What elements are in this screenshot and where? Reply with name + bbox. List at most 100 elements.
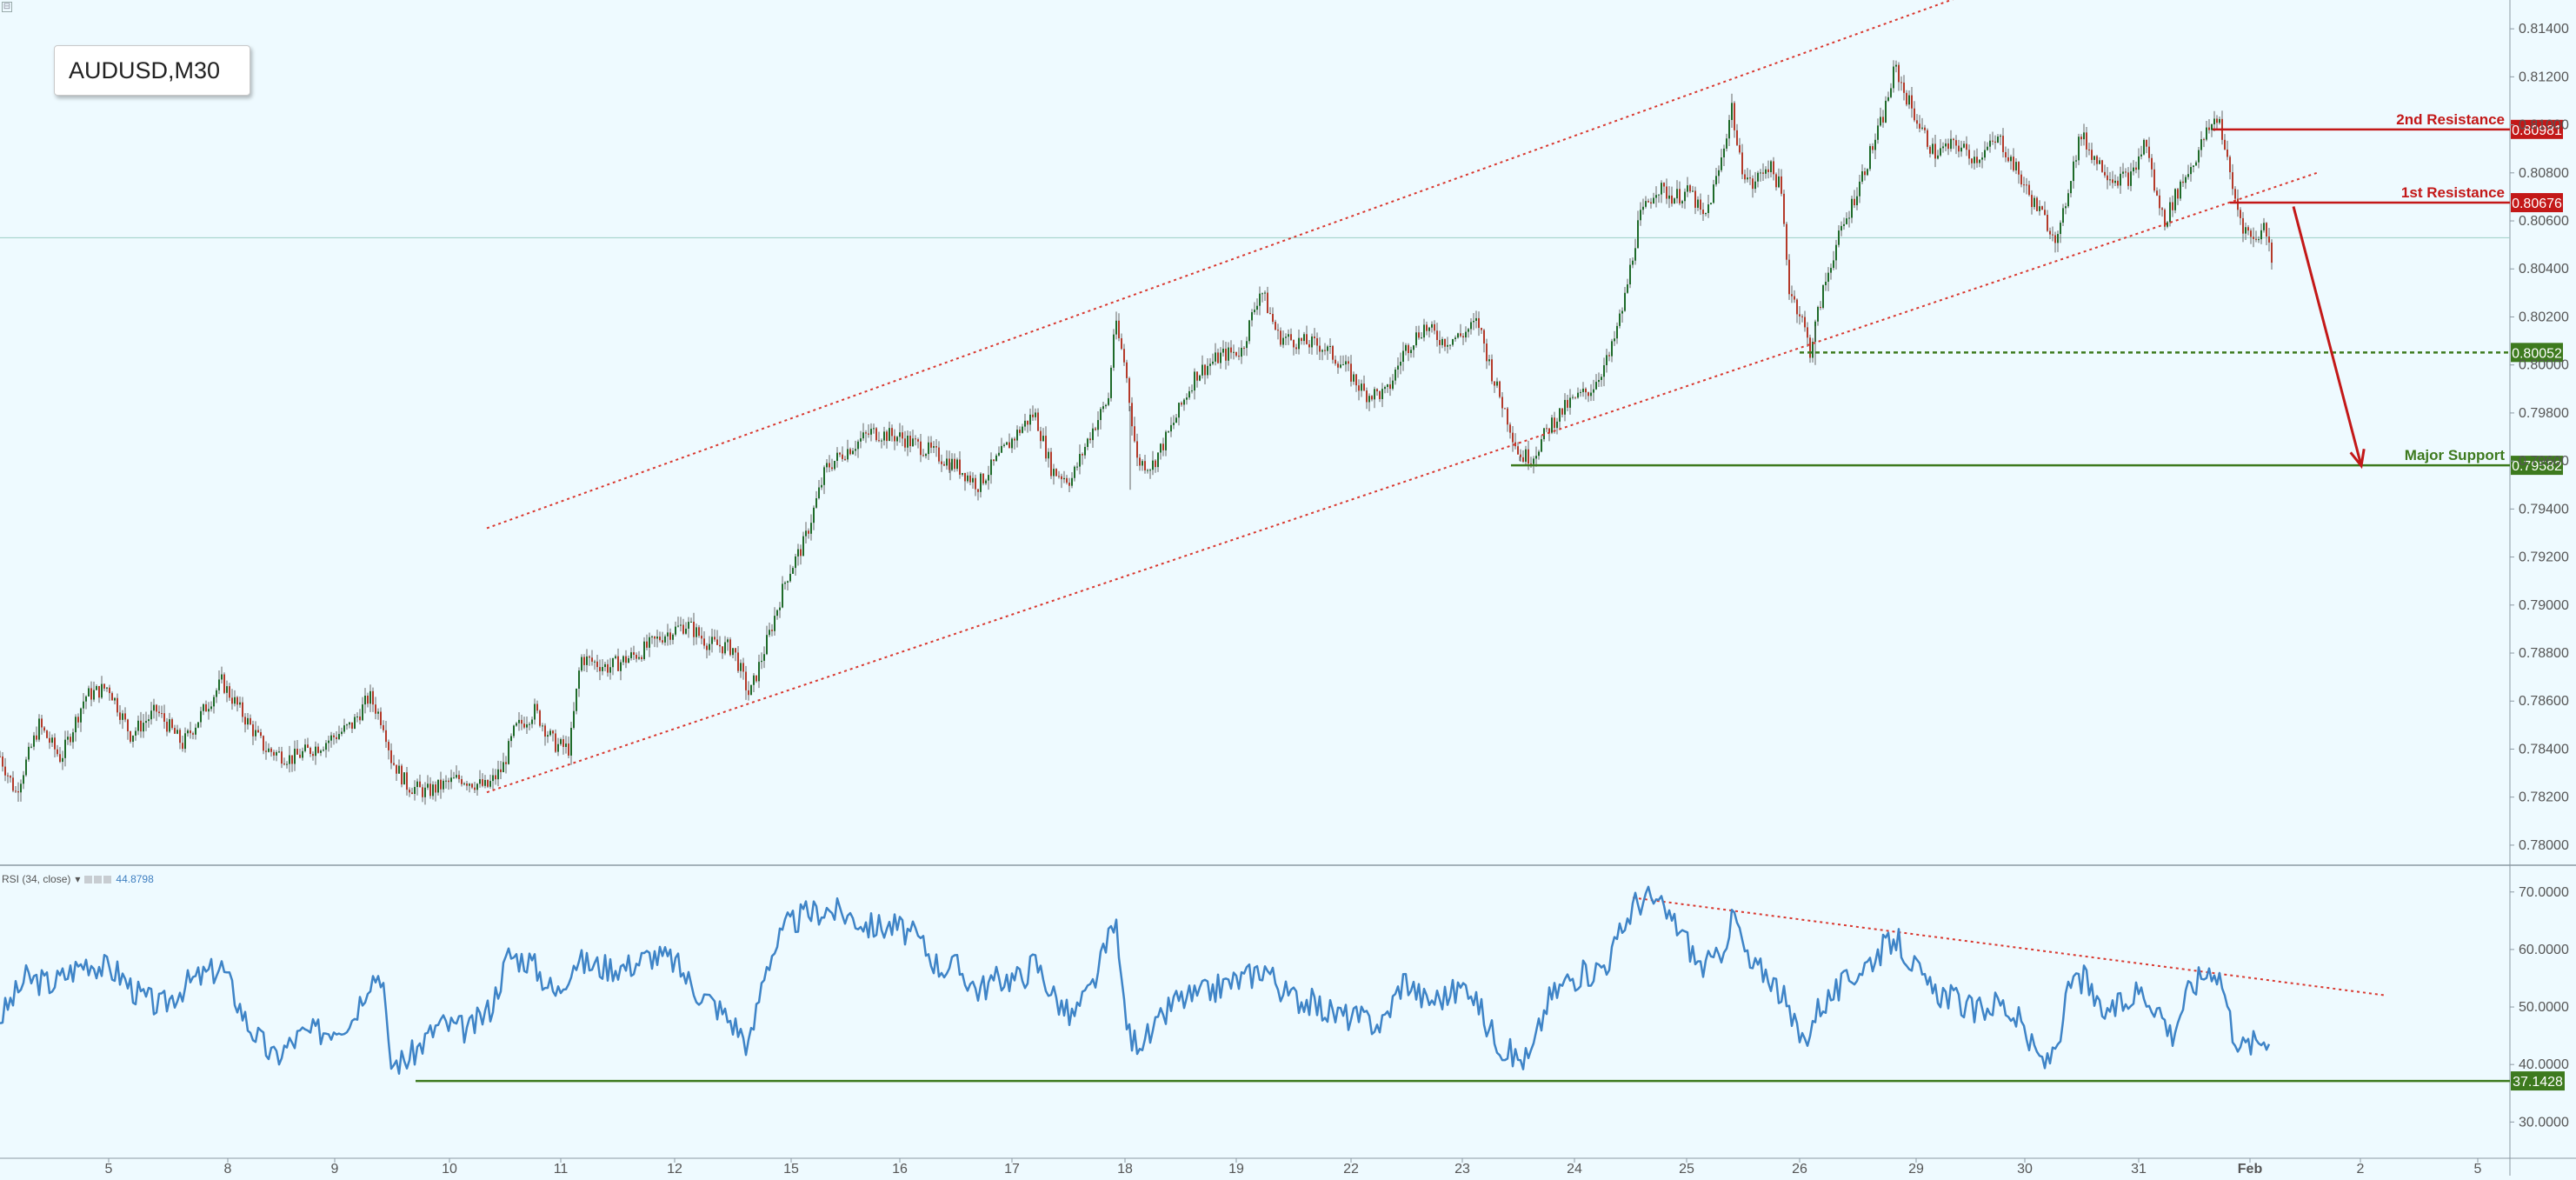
candle-body	[375, 704, 376, 714]
candle-body	[1269, 313, 1271, 315]
candle-body	[607, 663, 609, 673]
candle-body	[2245, 227, 2247, 234]
candle-body	[1418, 332, 1420, 338]
candle-body	[1499, 381, 1501, 397]
candle-body	[662, 640, 663, 643]
candle-body	[2067, 193, 2069, 207]
candle-body	[2130, 171, 2132, 186]
candle-body	[2096, 156, 2098, 164]
candle-body	[774, 616, 775, 631]
settings-icon[interactable]	[84, 875, 93, 883]
candle-body	[1927, 130, 1928, 147]
time-tick-label: 16	[892, 1162, 908, 1176]
candle-body	[1118, 320, 1120, 338]
candle-body	[1113, 334, 1115, 368]
close-icon[interactable]	[103, 875, 112, 883]
candle-body	[1353, 374, 1355, 382]
candle-body	[1134, 426, 1135, 442]
candle-body	[1947, 143, 1949, 150]
candle-body	[1663, 183, 1665, 187]
candle-body	[265, 750, 267, 752]
candle-body	[1220, 352, 1221, 363]
candle-body	[865, 432, 867, 434]
candle-body	[894, 436, 895, 442]
candle-body	[1775, 174, 1777, 188]
candle-body	[2078, 137, 2080, 161]
candle-body	[203, 703, 204, 711]
candle-body	[474, 787, 476, 790]
rsi-buttons[interactable]	[84, 875, 112, 883]
candle-body	[928, 442, 929, 455]
candle-body	[1590, 392, 1592, 397]
candle-body	[722, 646, 723, 654]
rsi-tick-label: 70.0000	[2519, 885, 2569, 900]
candle-body	[1869, 146, 1871, 170]
candle-body	[1794, 296, 1795, 300]
collapse-icon[interactable]: ⊟	[2, 2, 12, 12]
candle-body	[521, 719, 523, 724]
hide-icon[interactable]	[94, 875, 103, 883]
candle-body	[1400, 362, 1401, 366]
candle-body	[688, 622, 689, 630]
candle-body	[805, 530, 807, 537]
candle-body	[834, 460, 835, 470]
candle-body	[1653, 197, 1654, 204]
candle-body	[270, 748, 272, 752]
chevron-down-icon[interactable]: ▾	[75, 873, 81, 885]
candle-body	[2036, 197, 2038, 211]
candle-body	[1139, 457, 1141, 466]
candle-body	[831, 467, 833, 470]
candle-body	[2010, 157, 2012, 162]
candle-body	[896, 437, 898, 442]
candle-body	[2086, 132, 2087, 150]
candle-body	[83, 701, 84, 709]
candle-body	[735, 648, 736, 653]
candle-body	[1097, 420, 1099, 430]
candle-body	[2049, 230, 2051, 235]
candle-body	[1074, 466, 1075, 478]
candle-body	[2120, 173, 2121, 186]
candle-body	[1201, 364, 1203, 376]
price-tick-label: 0.78400	[2519, 742, 2569, 757]
candle-body	[1987, 146, 1988, 150]
candle-body	[1248, 320, 1250, 342]
candle-body	[1016, 430, 1018, 441]
candle-body	[315, 746, 316, 757]
candle-body	[2258, 239, 2260, 241]
candle-body	[2122, 171, 2124, 174]
candle-body	[1243, 347, 1245, 349]
candle-body	[1014, 438, 1015, 441]
candle-body	[1230, 347, 1232, 353]
candle-body	[549, 730, 551, 736]
candle-body	[1666, 186, 1667, 199]
candle-body	[10, 776, 11, 778]
candle-body	[1997, 137, 1999, 143]
candle-body	[1567, 399, 1568, 408]
candle-body	[1872, 146, 1874, 150]
candle-body	[1024, 420, 1026, 427]
candle-body	[1898, 64, 1900, 83]
candle-body	[1893, 66, 1894, 89]
candle-body	[542, 725, 543, 727]
candle-body	[1501, 397, 1503, 409]
candle-body	[857, 441, 859, 450]
candle-body	[383, 724, 384, 730]
candle-body	[1068, 483, 1070, 486]
candle-body	[1955, 140, 1957, 146]
rsi-tick-label: 60.0000	[2519, 943, 2569, 957]
candle-body	[1092, 428, 1094, 441]
time-tick-label: 2	[2357, 1162, 2365, 1176]
channel-upper-line	[486, 0, 1954, 530]
candle-body	[1804, 317, 1806, 328]
candle-body	[445, 780, 447, 782]
candle-body	[359, 716, 361, 721]
candle-body	[30, 746, 32, 748]
candle-body	[1295, 347, 1297, 350]
candle-body	[829, 463, 830, 468]
candle-body	[1895, 64, 1897, 67]
candle-body	[508, 741, 509, 764]
candle-body	[980, 473, 982, 492]
candle-body	[1032, 414, 1034, 417]
